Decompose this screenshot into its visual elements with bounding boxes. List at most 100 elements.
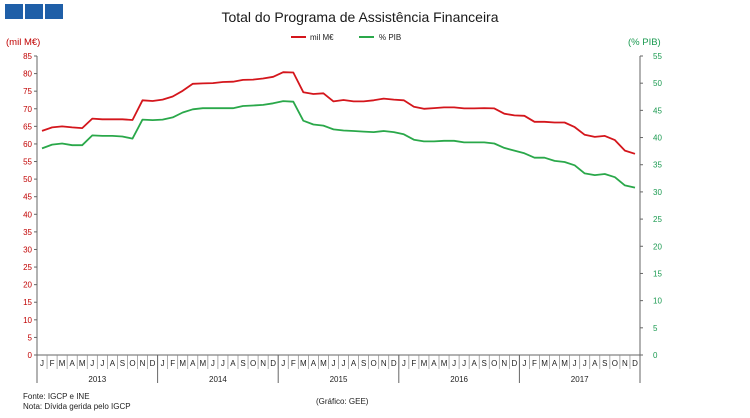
- left-tick-label: 10: [23, 316, 32, 325]
- month-label: N: [260, 359, 266, 368]
- right-tick-label: 30: [653, 188, 662, 197]
- series-line-mil-meur: [41, 71, 636, 155]
- year-label: 2016: [450, 375, 468, 384]
- footnote: Nota: Dívida gerida pelo IGCP: [23, 402, 131, 411]
- month-label: M: [59, 359, 66, 368]
- month-label: J: [221, 359, 225, 368]
- left-tick-label: 65: [23, 122, 32, 131]
- month-label: S: [602, 359, 607, 368]
- month-label: J: [90, 359, 94, 368]
- series-lines: [41, 71, 636, 189]
- left-tick-label: 15: [23, 298, 32, 307]
- month-label: S: [120, 359, 125, 368]
- month-label: A: [190, 359, 196, 368]
- left-tick-label: 45: [23, 193, 32, 202]
- month-label: F: [170, 359, 175, 368]
- year-label: 2014: [209, 375, 227, 384]
- left-tick-label: 40: [23, 210, 32, 219]
- month-label: M: [561, 359, 568, 368]
- month-label: N: [140, 359, 146, 368]
- axes: 0 5 10 15 20 25 30 35 40 45 50 55 60 65 70 75 80 85 0 5 10 15…: [23, 52, 662, 384]
- left-tick-label: 20: [23, 281, 32, 290]
- left-tick-label: 0: [28, 351, 33, 360]
- right-axis-unit: (% PIB): [628, 37, 661, 48]
- right-tick-label: 40: [653, 134, 662, 143]
- logo-block: [45, 4, 63, 19]
- month-label: M: [199, 359, 206, 368]
- right-tick-label: 5: [653, 324, 658, 333]
- left-tick-label: 60: [23, 140, 32, 149]
- month-label: O: [250, 359, 256, 368]
- month-label: J: [402, 359, 406, 368]
- left-tick-label: 5: [28, 333, 33, 342]
- left-tick-label: 80: [23, 70, 32, 79]
- month-label: D: [632, 359, 638, 368]
- month-label: J: [281, 359, 285, 368]
- year-label: 2013: [88, 375, 106, 384]
- year-label: 2015: [330, 375, 348, 384]
- month-label: S: [240, 359, 245, 368]
- legend: mil M€ % PIB: [291, 33, 401, 42]
- month-label: S: [361, 359, 366, 368]
- month-label: J: [331, 359, 335, 368]
- month-label: A: [311, 359, 317, 368]
- right-tick-label: 55: [653, 52, 662, 61]
- right-tick-label: 35: [653, 161, 662, 170]
- month-label: N: [622, 359, 628, 368]
- left-tick-label: 55: [23, 158, 32, 167]
- logo-mark: [5, 4, 63, 19]
- month-label: A: [70, 359, 76, 368]
- month-label: J: [342, 359, 346, 368]
- right-tick-label: 50: [653, 79, 662, 88]
- month-label: J: [583, 359, 587, 368]
- month-label: A: [230, 359, 236, 368]
- right-tick-label: 0: [653, 351, 658, 360]
- series-line-pct-pib: [41, 100, 636, 189]
- left-tick-label: 85: [23, 52, 32, 61]
- left-tick-label: 25: [23, 263, 32, 272]
- month-label: M: [79, 359, 86, 368]
- month-label: O: [491, 359, 497, 368]
- month-label: O: [612, 359, 618, 368]
- year-label: 2017: [571, 375, 589, 384]
- month-label: J: [40, 359, 44, 368]
- month-label: J: [211, 359, 215, 368]
- month-label: A: [431, 359, 437, 368]
- month-label: F: [50, 359, 55, 368]
- month-label: M: [441, 359, 448, 368]
- month-label: J: [100, 359, 104, 368]
- right-tick-label: 25: [653, 215, 662, 224]
- month-label: N: [381, 359, 387, 368]
- logo-block: [25, 4, 43, 19]
- month-label: A: [351, 359, 357, 368]
- right-tick-label: 15: [653, 269, 662, 278]
- left-tick-label: 50: [23, 175, 32, 184]
- month-label: J: [161, 359, 165, 368]
- legend-label-mil: mil M€: [310, 33, 334, 42]
- month-label: A: [472, 359, 478, 368]
- right-tick-label: 20: [653, 242, 662, 251]
- month-label: F: [532, 359, 537, 368]
- month-label: O: [129, 359, 135, 368]
- gee-logo: [5, 4, 63, 19]
- chart-credit: (Gráfico: GEE): [316, 397, 369, 406]
- logo-block: [5, 4, 23, 19]
- left-tick-label: 70: [23, 105, 32, 114]
- right-tick-label: 45: [653, 106, 662, 115]
- month-label: J: [573, 359, 577, 368]
- left-tick-label: 35: [23, 228, 32, 237]
- month-label: A: [552, 359, 558, 368]
- month-label: F: [411, 359, 416, 368]
- month-label: S: [482, 359, 487, 368]
- month-label: M: [320, 359, 327, 368]
- month-label: M: [300, 359, 307, 368]
- month-label: A: [592, 359, 598, 368]
- month-label: F: [291, 359, 296, 368]
- month-label: D: [270, 359, 276, 368]
- chart-title: Total do Programa de Assistência Finance…: [221, 9, 498, 25]
- left-tick-label: 75: [23, 87, 32, 96]
- left-tick-label: 30: [23, 245, 32, 254]
- month-label: N: [501, 359, 507, 368]
- right-tick-label: 10: [653, 297, 662, 306]
